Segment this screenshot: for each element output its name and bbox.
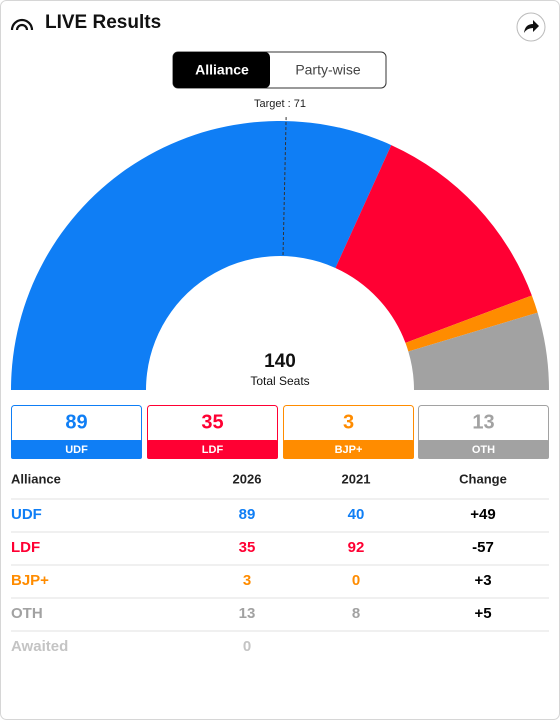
table-cell: 8 (352, 605, 360, 622)
live-icon (10, 18, 34, 31)
total-value: 140 (264, 351, 296, 372)
table-cell: 89 (239, 506, 256, 523)
table-cell: BJP+ (11, 572, 49, 589)
target-line (282, 117, 287, 257)
card-bar (11, 440, 142, 459)
table-cell: 40 (348, 506, 365, 523)
table-cell: 92 (348, 539, 365, 556)
table-cell: 0 (243, 638, 251, 655)
card-value: 35 (201, 411, 223, 433)
table-header: 2021 (342, 471, 371, 486)
table-cell: Awaited (11, 638, 68, 655)
target-label: Target : 71 (254, 98, 306, 110)
card-name: UDF (65, 444, 88, 456)
tab[interactable]: Party-wise (295, 62, 361, 78)
table-header: Alliance (11, 471, 61, 486)
share-button[interactable] (516, 12, 546, 42)
table-cell: 0 (352, 572, 360, 589)
table-cell: UDF (11, 506, 42, 523)
seat-card: 3 BJP+ (283, 405, 414, 459)
arc-segment (335, 145, 532, 343)
card-bar (147, 440, 278, 459)
seat-card: 89 UDF (11, 405, 142, 459)
tab[interactable]: Alliance (195, 62, 249, 78)
arc-segment (405, 295, 538, 352)
card-bar (283, 440, 414, 459)
table-cell: OTH (11, 605, 43, 622)
total-label: Total Seats (250, 374, 309, 388)
card-value: 3 (343, 411, 354, 433)
table-header: Change (459, 471, 507, 486)
table-cell: +3 (474, 572, 491, 589)
table-header: 2026 (233, 471, 262, 486)
card-bar (418, 440, 549, 459)
table-cell: 3 (243, 572, 251, 589)
arc-segment (11, 121, 392, 391)
card-value: 89 (65, 411, 87, 433)
seat-card: 35 LDF (147, 405, 278, 459)
table-cell: +49 (470, 506, 495, 523)
table-cell: LDF (11, 539, 40, 556)
title: LIVE Results (45, 12, 161, 33)
table-cell: 13 (239, 605, 256, 622)
table-cell: 35 (239, 539, 256, 556)
seat-card: 13 OTH (418, 405, 549, 459)
table-cell: -57 (472, 539, 494, 556)
card-name: OTH (472, 444, 495, 456)
table-cell: +5 (474, 605, 491, 622)
arc-segment (408, 312, 549, 390)
tab-active[interactable] (173, 52, 270, 88)
card-name: LDF (202, 444, 224, 456)
card-value: 13 (472, 411, 494, 433)
card-name: BJP+ (335, 444, 363, 456)
